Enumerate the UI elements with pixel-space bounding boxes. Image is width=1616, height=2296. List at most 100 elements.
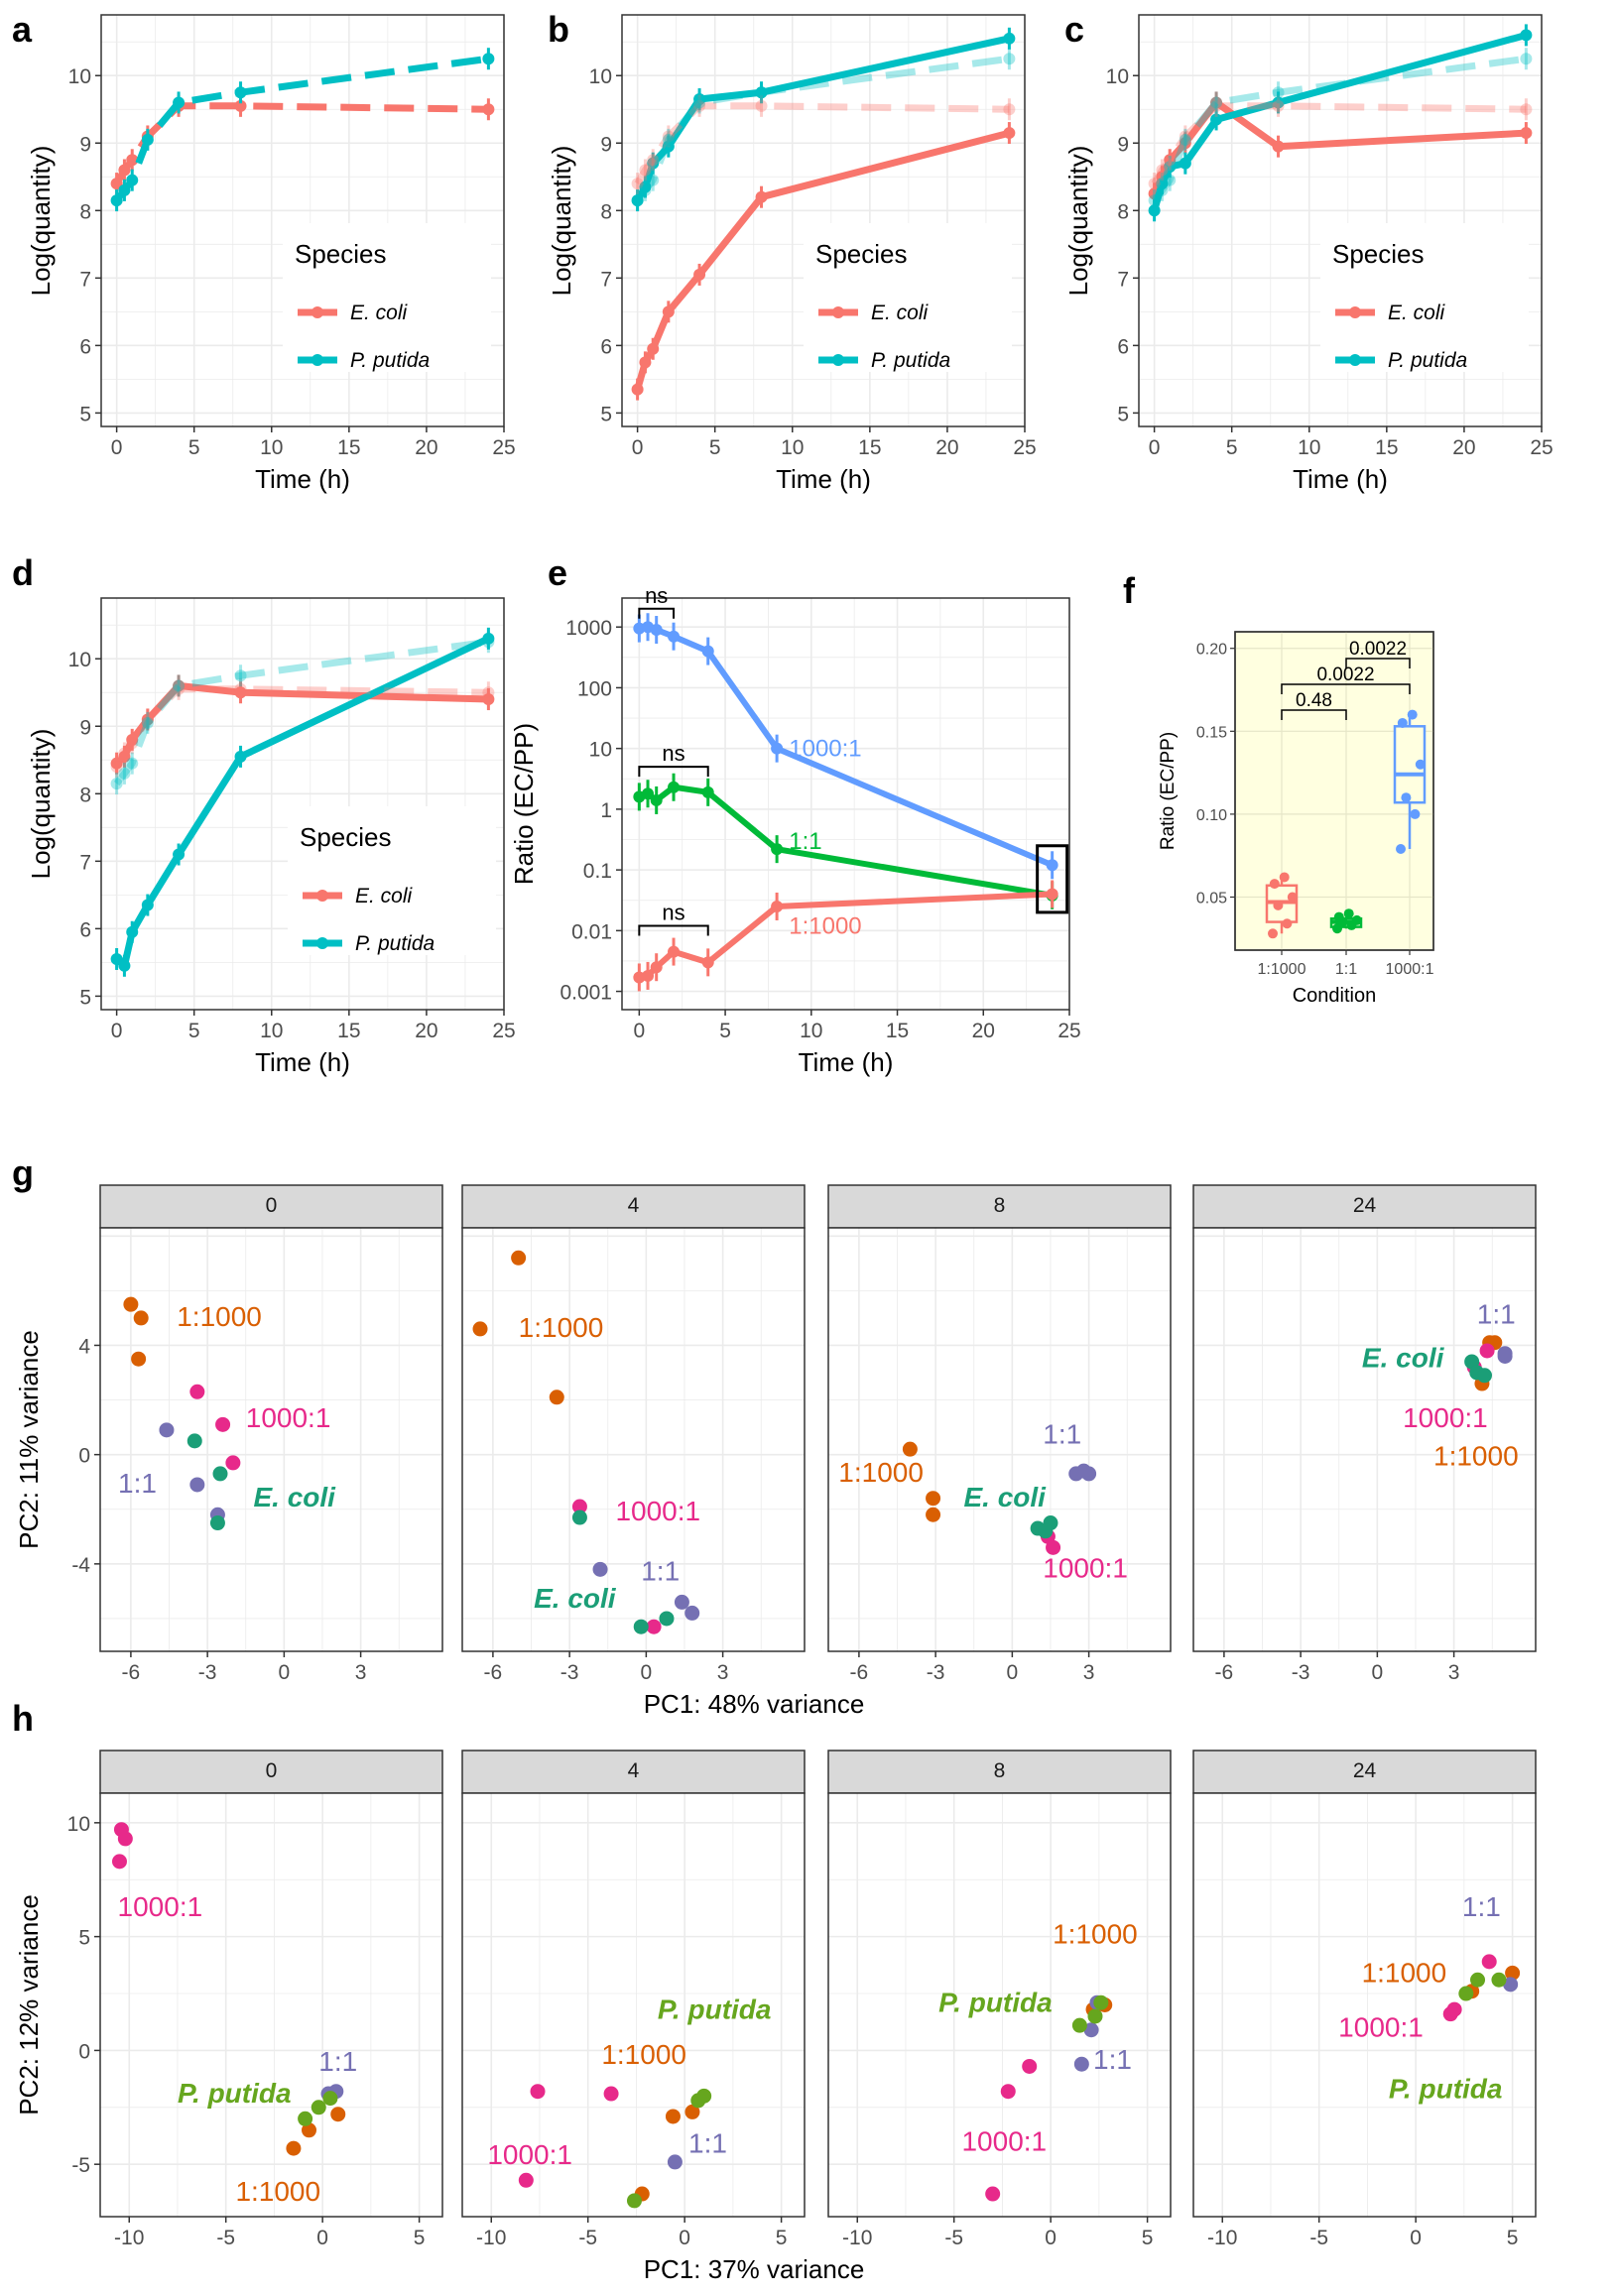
legend-key-dot [311, 354, 323, 366]
data-point [234, 750, 247, 763]
y-axis-title: Log(quantity) [547, 146, 576, 297]
legend-box [1320, 223, 1529, 372]
legend-label: P. putida [355, 932, 435, 955]
facet-title: 24 [1353, 1759, 1377, 1782]
x-tick-label: 5 [776, 2227, 788, 2249]
data-point [701, 956, 714, 969]
pca-group-label: P. putida [1389, 2074, 1503, 2105]
y-tick-label: 8 [600, 200, 612, 223]
data-point [642, 787, 655, 800]
y-tick-label: 4 [78, 1335, 90, 1358]
pca-point [530, 2084, 546, 2100]
x-tick-label: 0 [632, 436, 644, 459]
pca-group-label: 1:1000 [177, 1301, 262, 1332]
facet-24: 24 -10 -5 0 5 1:1 1:1000 1000:1 P. putida [1192, 1750, 1537, 2249]
x-tick-label: -6 [122, 1661, 141, 1684]
pca-point [298, 2111, 313, 2126]
data-point [1210, 96, 1223, 109]
pca-group-label: 1:1 [688, 2128, 727, 2159]
pca-point [633, 1619, 649, 1634]
legend-label: E. coli [1388, 302, 1446, 324]
data-point [126, 757, 139, 770]
data-point [1156, 178, 1169, 190]
pca-point [603, 2086, 619, 2102]
x-axis-title: Condition [1293, 985, 1377, 1007]
pca-point [1038, 1523, 1054, 1539]
x-tick-label: 0 [1372, 1661, 1384, 1684]
panel-letter-g: g [12, 1152, 34, 1193]
plot-background [1193, 1793, 1536, 2217]
y-tick-label: 0.10 [1196, 807, 1227, 824]
data-point [173, 682, 186, 695]
pca-group-label: 1000:1 [615, 1496, 700, 1526]
x-axis-title: Time (h) [1293, 464, 1388, 494]
data-point [662, 133, 675, 146]
pca-point [472, 1321, 488, 1337]
pca-point [159, 1422, 175, 1438]
pca-point [1503, 1977, 1519, 1993]
y-tick-label: 8 [1117, 200, 1129, 223]
pca-point [696, 2088, 712, 2104]
facet-4: 4 -10 -5 0 5 P. putida 1:1000 1000:1 1:1 [461, 1750, 806, 2249]
y-tick-label: 9 [79, 716, 91, 739]
pca-group-label: P. putida [658, 1994, 772, 2024]
data-point [693, 268, 706, 281]
box-point [1287, 892, 1298, 903]
pca-point [322, 2091, 338, 2107]
y-axis-title: Ratio (EC/PP) [1158, 732, 1179, 850]
data-point [1272, 86, 1285, 99]
x-tick-label: 5 [188, 1020, 200, 1042]
pca-point [330, 2107, 346, 2122]
x-tick-label: 10 [260, 436, 283, 459]
pca-group-label: 1000:1 [487, 2139, 572, 2170]
data-point [693, 93, 706, 106]
data-point [141, 713, 154, 726]
plot-border [1234, 631, 1434, 951]
plot-border [1192, 1792, 1537, 2218]
data-point [647, 342, 660, 355]
legend-key-dot [311, 306, 323, 318]
data-point [639, 356, 652, 369]
x-tick-label: 5 [709, 436, 721, 459]
x-tick-label: 0 [1007, 1661, 1019, 1684]
y-tick-label: 8 [79, 200, 91, 223]
significance-bracket [638, 766, 709, 778]
plot-border [99, 1227, 443, 1652]
data-point [668, 630, 681, 643]
y-tick-label: 6 [79, 918, 91, 941]
facet-strip [99, 1184, 443, 1229]
data-point [110, 178, 123, 190]
data-point [647, 174, 660, 186]
pca-point [667, 2154, 683, 2170]
y-tick-label: 5 [79, 986, 91, 1009]
x-tick-label: -3 [198, 1661, 217, 1684]
x-tick-label: 10 [800, 1020, 822, 1042]
data-point [173, 679, 186, 692]
pca-point [1458, 1986, 1474, 2001]
pca-point [286, 2140, 302, 2156]
box-point [1410, 808, 1421, 819]
pca-point [646, 1619, 662, 1634]
x-tick-label: -10 [476, 2227, 506, 2249]
y-tick-label: 10 [68, 649, 91, 671]
data-point [1179, 157, 1191, 170]
y-tick-label: 0.15 [1196, 724, 1227, 741]
data-point [1003, 127, 1016, 140]
y-tick-label: 1000 [565, 617, 612, 640]
pca-point [189, 1384, 205, 1399]
p-value-label: 0.0022 [1349, 639, 1407, 660]
pca-point [1497, 1348, 1513, 1364]
box-point [1343, 908, 1354, 919]
y-tick-label: 5 [78, 1927, 90, 1950]
legend-title: Species [815, 239, 908, 269]
x-tick-label: -3 [560, 1661, 579, 1684]
data-point [118, 767, 131, 780]
data-point [1210, 113, 1223, 126]
plot-border [827, 1227, 1172, 1652]
x-tick-label: 5 [414, 2227, 426, 2249]
box-point [1397, 717, 1408, 728]
data-point [639, 164, 652, 177]
y-axis-title: Log(quantity) [26, 146, 56, 297]
